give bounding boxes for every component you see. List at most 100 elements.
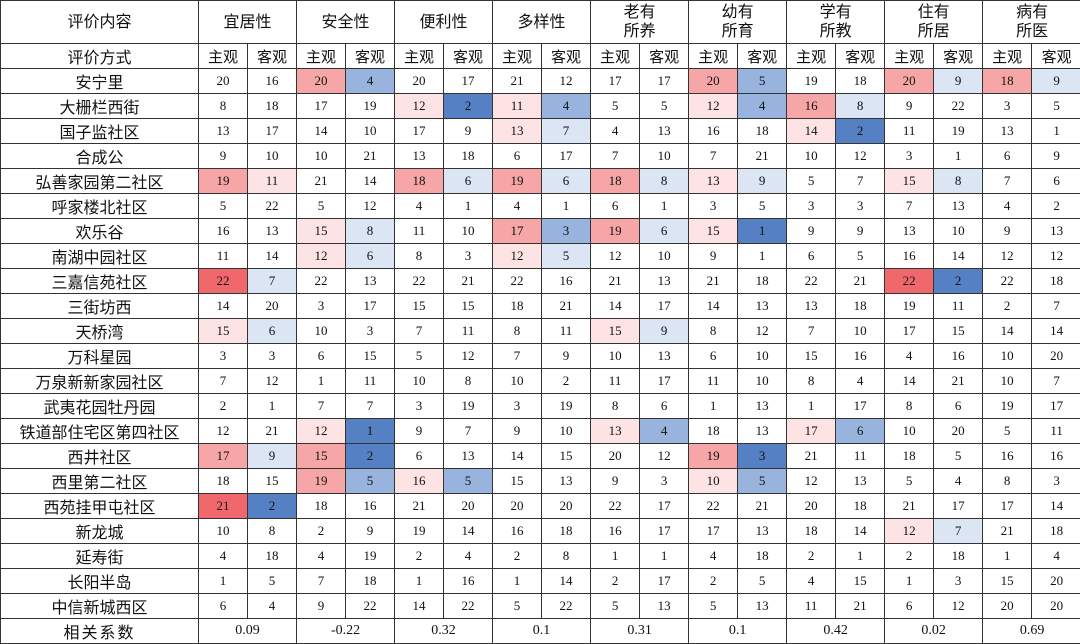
objective-score-cell: 15	[248, 469, 297, 494]
objective-score-cell: 18	[738, 269, 787, 294]
objective-score-cell: 1	[640, 544, 689, 569]
objective-score-cell: 13	[640, 119, 689, 144]
subjective-score-cell: 18	[787, 519, 836, 544]
objective-score-cell: 10	[836, 319, 885, 344]
objective-score-cell: 18	[444, 144, 493, 169]
objective-score-cell: 13	[738, 294, 787, 319]
community-name: 三街坊西	[1, 294, 199, 319]
subjective-score-cell: 14	[787, 119, 836, 144]
community-name: 大栅栏西街	[1, 94, 199, 119]
objective-score-cell: 6	[640, 394, 689, 419]
objective-score-cell: 2	[1032, 194, 1080, 219]
subjective-score-cell: 16	[983, 444, 1032, 469]
objective-score-cell: 12	[444, 344, 493, 369]
objective-score-cell: 18	[836, 69, 885, 94]
subjective-score-cell: 6	[983, 144, 1032, 169]
subjective-score-cell: 18	[297, 494, 346, 519]
subjective-score-cell: 18	[689, 419, 738, 444]
subjective-score-cell: 21	[395, 494, 444, 519]
dimension-header-line1: 多样性	[493, 13, 590, 32]
subjective-score-cell: 22	[297, 269, 346, 294]
objective-score-cell: 1	[836, 544, 885, 569]
subjective-score-cell: 18	[983, 69, 1032, 94]
objective-score-cell: 20	[934, 419, 983, 444]
subjective-score-cell: 1	[297, 369, 346, 394]
objective-score-cell: 15	[444, 294, 493, 319]
subjective-score-cell: 9	[591, 469, 640, 494]
objective-score-cell: 3	[934, 569, 983, 594]
objective-score-cell: 16	[1032, 444, 1080, 469]
objective-score-cell: 12	[738, 319, 787, 344]
subjective-score-cell: 10	[591, 344, 640, 369]
subjective-score-cell: 21	[689, 269, 738, 294]
objective-score-cell: 15	[346, 344, 395, 369]
subjective-score-cell: 7	[297, 569, 346, 594]
objective-score-cell: 4	[934, 469, 983, 494]
objective-score-cell: 18	[836, 294, 885, 319]
objective-score-cell: 22	[248, 194, 297, 219]
subjective-score-cell: 4	[885, 344, 934, 369]
subjective-header: 主观	[493, 44, 542, 69]
objective-score-cell: 18	[738, 544, 787, 569]
community-name: 南湖中园社区	[1, 244, 199, 269]
objective-score-cell: 12	[640, 444, 689, 469]
objective-score-cell: 17	[346, 294, 395, 319]
subjective-score-cell: 4	[395, 194, 444, 219]
objective-score-cell: 15	[934, 319, 983, 344]
subjective-score-cell: 17	[493, 219, 542, 244]
objective-score-cell: 16	[934, 344, 983, 369]
subjective-score-cell: 8	[787, 369, 836, 394]
objective-score-cell: 7	[1032, 294, 1080, 319]
objective-score-cell: 11	[444, 319, 493, 344]
subjective-score-cell: 6	[199, 594, 248, 619]
subjective-score-cell: 3	[395, 394, 444, 419]
dimension-header: 老有所养	[591, 1, 689, 44]
objective-score-cell: 9	[934, 69, 983, 94]
subjective-score-cell: 8	[983, 469, 1032, 494]
subjective-header: 主观	[395, 44, 444, 69]
subjective-score-cell: 14	[689, 294, 738, 319]
objective-score-cell: 2	[444, 94, 493, 119]
objective-score-cell: 18	[1032, 519, 1080, 544]
subjective-score-cell: 20	[493, 494, 542, 519]
header-row-dimensions: 评价内容 宜居性安全性便利性多样性老有所养幼有所育学有所教住有所居病有所医	[1, 1, 1080, 44]
community-name: 延寿街	[1, 544, 199, 569]
objective-score-cell: 9	[640, 319, 689, 344]
objective-score-cell: 13	[1032, 219, 1080, 244]
objective-score-cell: 17	[640, 569, 689, 594]
objective-header: 客观	[738, 44, 787, 69]
subjective-score-cell: 4	[493, 194, 542, 219]
objective-score-cell: 21	[738, 144, 787, 169]
subjective-score-cell: 7	[689, 144, 738, 169]
objective-score-cell: 16	[346, 494, 395, 519]
subjective-score-cell: 8	[591, 394, 640, 419]
subjective-score-cell: 14	[297, 119, 346, 144]
objective-score-cell: 9	[444, 119, 493, 144]
objective-score-cell: 1	[738, 219, 787, 244]
community-name: 呼家楼北社区	[1, 194, 199, 219]
subjective-score-cell: 22	[493, 269, 542, 294]
objective-score-cell: 5	[934, 444, 983, 469]
subjective-score-cell: 17	[689, 519, 738, 544]
correlation-value: 0.69	[983, 619, 1080, 644]
subjective-score-cell: 19	[983, 394, 1032, 419]
subjective-score-cell: 1	[689, 394, 738, 419]
subjective-score-cell: 4	[689, 544, 738, 569]
objective-score-cell: 22	[542, 594, 591, 619]
subjective-score-cell: 4	[787, 569, 836, 594]
objective-score-cell: 6	[542, 169, 591, 194]
objective-score-cell: 11	[1032, 419, 1080, 444]
objective-score-cell: 8	[444, 369, 493, 394]
objective-score-cell: 12	[542, 69, 591, 94]
objective-score-cell: 8	[640, 169, 689, 194]
dimension-header-line2: 所医	[983, 22, 1080, 41]
subjective-score-cell: 9	[983, 219, 1032, 244]
objective-score-cell: 19	[542, 394, 591, 419]
